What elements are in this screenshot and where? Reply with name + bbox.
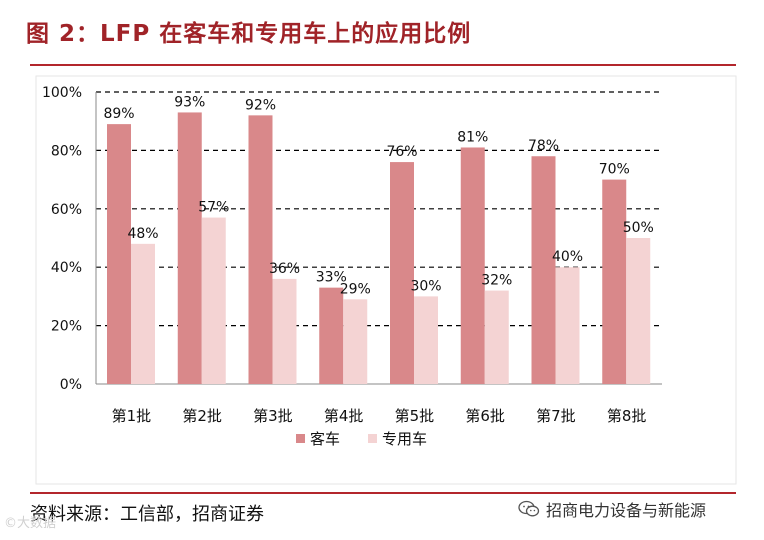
x-tick-label: 第3批 [253, 407, 293, 425]
bus-bar [602, 179, 627, 384]
data-label: 78% [528, 138, 559, 154]
bus-bar [390, 162, 414, 384]
x-tick-label: 第1批 [112, 407, 152, 425]
data-label: 50% [623, 220, 654, 236]
data-label: 48% [127, 226, 158, 242]
x-tick-label: 第6批 [465, 407, 505, 425]
special-vehicle-bar [414, 296, 438, 384]
y-tick-label: 0% [60, 377, 82, 393]
chart-title: 图 2：LFP 在客车和专用车上的应用比例 [26, 21, 472, 47]
special-vehicle-bar [272, 278, 297, 384]
special-vehicle-bar [131, 243, 155, 384]
data-label: 81% [457, 129, 488, 145]
watermark: ©大数据 [4, 516, 57, 531]
wechat-account-name: 招商电力设备与新能源 [546, 501, 707, 520]
legend-label-special-vehicle: 专用车 [382, 430, 427, 448]
special-vehicle-bar [201, 217, 226, 384]
x-tick-label: 第8批 [607, 407, 647, 425]
x-tick-label: 第5批 [395, 407, 435, 425]
y-tick-label: 100% [42, 85, 82, 101]
chart-frame [35, 75, 737, 485]
data-label: 36% [269, 261, 300, 277]
special-vehicle-bar [626, 238, 651, 384]
y-tick-label: 80% [51, 143, 82, 159]
data-label: 40% [552, 249, 583, 265]
x-tick-label: 第4批 [324, 407, 364, 425]
x-tick-label: 第2批 [182, 407, 222, 425]
data-label: 32% [481, 273, 512, 289]
y-tick-label: 20% [51, 319, 82, 335]
legend-swatch-bus [296, 434, 305, 443]
wechat-account: 招商电力设备与新能源 [518, 497, 706, 521]
x-tick-label: 第7批 [536, 407, 576, 425]
bus-bar [177, 112, 202, 384]
bus-bar [319, 287, 344, 384]
data-label: 89% [103, 106, 134, 122]
bus-bar [460, 147, 485, 384]
data-label: 70% [599, 162, 630, 178]
data-label: 33% [316, 270, 347, 286]
bus-bar [248, 115, 273, 385]
legend-swatch-special-vehicle [368, 434, 377, 443]
y-tick-label: 60% [51, 202, 82, 218]
source-divider [30, 492, 736, 494]
data-label: 76% [386, 144, 417, 160]
data-label: 29% [340, 281, 371, 297]
data-label: 57% [198, 200, 229, 216]
bus-bar [531, 156, 556, 384]
special-vehicle-bar [343, 299, 368, 384]
bus-bar [107, 124, 131, 385]
wechat-icon [518, 500, 540, 517]
data-label: 93% [174, 94, 205, 110]
bar-chart: 0% 20% 40% 60% 80% 100% 89% 48% 第1批 93% 57% 第2批 92% 3… [35, 75, 737, 485]
special-vehicle-bar [484, 290, 509, 384]
data-label: 92% [245, 97, 276, 113]
source-note: 资料来源：工信部，招商证券 [30, 504, 264, 525]
special-vehicle-bar [555, 267, 580, 384]
title-divider [30, 64, 736, 66]
y-tick-label: 40% [51, 260, 82, 276]
legend-label-bus: 客车 [310, 430, 340, 448]
data-label: 30% [410, 278, 441, 294]
